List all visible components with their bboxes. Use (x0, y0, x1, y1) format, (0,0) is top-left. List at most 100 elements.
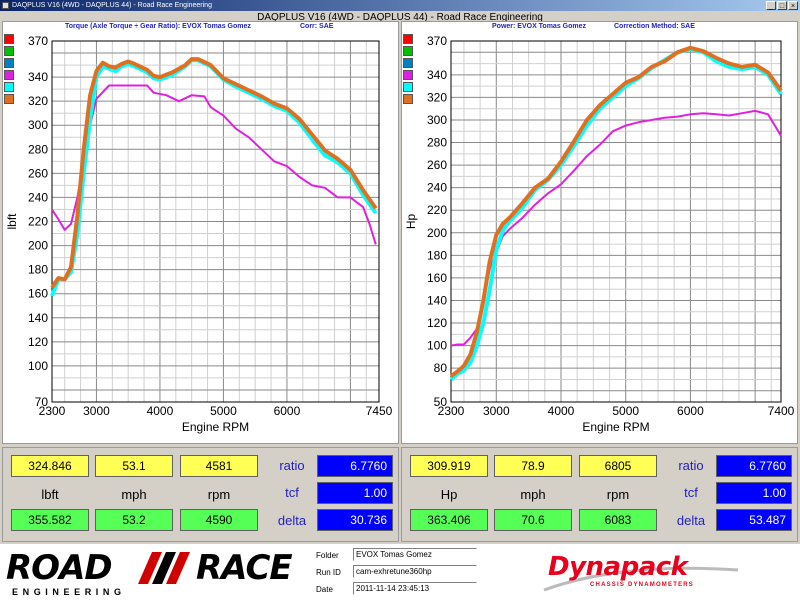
series-swatch-5[interactable] (403, 94, 413, 104)
minimize-button[interactable]: _ (766, 1, 776, 10)
torque-y-tick-label: 240 (28, 190, 48, 204)
series-swatch-3[interactable] (4, 70, 14, 80)
power-y-tick-label: 220 (427, 203, 447, 217)
delta-value: 53.487 (716, 509, 792, 531)
power-y-tick-label: 240 (427, 181, 447, 195)
series-swatch-4[interactable] (4, 82, 14, 92)
torque-series-line-1 (50, 58, 378, 297)
tcf-value: 1.00 (317, 482, 393, 504)
power-x-tick-label: 5000 (612, 404, 639, 418)
torque-y-axis-label: lbft (5, 213, 19, 230)
logo-race-text: RACE (196, 548, 293, 588)
torque-x-tick-label: 3000 (83, 404, 110, 418)
series-swatch-0[interactable] (4, 34, 14, 44)
power-chart-correction: Correction Method: SAE (614, 23, 695, 30)
power-y-tick-label: 340 (427, 68, 447, 82)
series-swatch-2[interactable] (4, 58, 14, 68)
delta-value: 30.736 (317, 509, 393, 531)
run-id-label: Run ID (316, 568, 341, 577)
series-swatch-4[interactable] (403, 82, 413, 92)
delta-label: delta (676, 513, 706, 528)
series-swatch-5[interactable] (4, 94, 14, 104)
torque-chart-correction: Corr: SAE (300, 23, 334, 30)
power-y-tick-label: 100 (427, 339, 447, 353)
torque-y-tick-label: 370 (28, 34, 48, 48)
torque-chart-panel: Torque (Axle Torque ÷ Gear Ratio): EVOX … (2, 21, 399, 444)
series-swatch-0[interactable] (403, 34, 413, 44)
series-swatch-3[interactable] (403, 70, 413, 80)
torque-chart: 70 100 120 140 160 180 200 220 240 260 280 300 320 34… (5, 34, 393, 434)
power-chart: 50 80 100 120 140 160 180 200 220 240 260 280 300 320… (404, 34, 795, 434)
logo-road-text: ROAD (6, 548, 113, 588)
torque-y-tick-label: 280 (28, 142, 48, 156)
power-y-tick-label: 120 (427, 316, 447, 330)
series-swatches-right (403, 34, 413, 106)
run-id-field[interactable]: cam-exhretune360hp (353, 565, 477, 578)
torque-y-tick-label: 220 (28, 215, 48, 229)
peak-mph-value: 70.6 (494, 509, 572, 531)
torque-y-tick-label: 70 (35, 395, 49, 409)
torque-x-tick-label: 4000 (147, 404, 174, 418)
torque-y-tick-label: 260 (28, 166, 48, 180)
power-stats: 309.919 78.9 6805 Hp mph rpm 363.406 70.… (401, 447, 798, 542)
torque-x-tick-label: 7450 (366, 404, 393, 418)
power-series-line-1 (449, 46, 783, 381)
power-y-tick-label: 160 (427, 271, 447, 285)
power-y-tick-label: 140 (427, 293, 447, 307)
torque-y-tick-label: 100 (28, 359, 48, 373)
torque-y-tick-label: 180 (28, 263, 48, 277)
torque-x-tick-label: 2300 (39, 404, 66, 418)
date-field[interactable]: 2011-11-14 23:45:13 (353, 582, 477, 595)
ratio-label: ratio (678, 458, 704, 473)
mph-label: mph (121, 487, 147, 502)
torque-y-tick-label: 320 (28, 94, 48, 108)
power-x-tick-label: 2300 (438, 404, 465, 418)
tcf-label: tcf (285, 485, 299, 500)
power-unit-label: Hp (440, 487, 458, 502)
folder-field[interactable]: EVOX Tomas Gomez (353, 548, 477, 561)
series-swatch-2[interactable] (403, 58, 413, 68)
cursor-torque-value: 324.846 (11, 455, 89, 477)
date-label: Date (316, 585, 333, 594)
power-y-axis-label: Hp (404, 214, 418, 230)
power-y-tick-label: 200 (427, 226, 447, 240)
app-icon (2, 2, 9, 9)
power-x-tick-label: 7400 (768, 404, 795, 418)
power-y-tick-label: 300 (427, 113, 447, 127)
peak-power-value: 363.406 (410, 509, 488, 531)
power-x-axis-label: Engine RPM (582, 420, 649, 434)
peak-mph-value: 53.2 (95, 509, 173, 531)
torque-plot-border (51, 40, 380, 403)
dynapack-sub-text: CHASSIS DYNAMOMETERS (590, 582, 695, 588)
delta-label: delta (277, 513, 307, 528)
power-y-tick-label: 260 (427, 158, 447, 172)
folder-label: Folder (316, 551, 339, 560)
series-swatch-1[interactable] (4, 46, 14, 56)
torque-x-tick-label: 5000 (210, 404, 237, 418)
power-plot-border (450, 40, 782, 403)
road-race-logo: ROAD RACE ENGINEERING (6, 548, 314, 598)
torque-unit-label: lbft (41, 487, 59, 502)
power-x-tick-label: 6000 (677, 404, 704, 418)
close-button[interactable]: × (788, 1, 798, 10)
logo-slashes-icon (138, 552, 190, 584)
cursor-mph-value: 53.1 (95, 455, 173, 477)
torque-stats: 324.846 53.1 4581 lbft mph rpm 355.582 5… (2, 447, 399, 542)
cursor-rpm-value: 4581 (180, 455, 258, 477)
power-y-tick-label: 180 (427, 248, 447, 262)
ratio-value: 6.7760 (716, 455, 792, 477)
torque-y-tick-label: 300 (28, 118, 48, 132)
power-x-tick-label: 4000 (548, 404, 575, 418)
tcf-label: tcf (684, 485, 698, 500)
torque-x-axis-label: Engine RPM (182, 420, 249, 434)
torque-x-tick-label: 6000 (274, 404, 301, 418)
maximize-button[interactable]: □ (777, 1, 787, 10)
power-y-tick-label: 280 (427, 136, 447, 150)
dynapack-swoosh-icon (543, 566, 739, 592)
power-chart-panel: Power: EVOX Tomas Gomez Correction Metho… (401, 21, 798, 444)
logo-sub-text: ENGINEERING (12, 587, 126, 597)
window-titlebar: DAQPLUS V16 (4WD - DAQPLUS 44) - Road Ra… (0, 0, 800, 11)
series-swatch-1[interactable] (403, 46, 413, 56)
rpm-label: rpm (207, 487, 231, 502)
torque-chart-header: Torque (Axle Torque ÷ Gear Ratio): EVOX … (65, 23, 251, 30)
